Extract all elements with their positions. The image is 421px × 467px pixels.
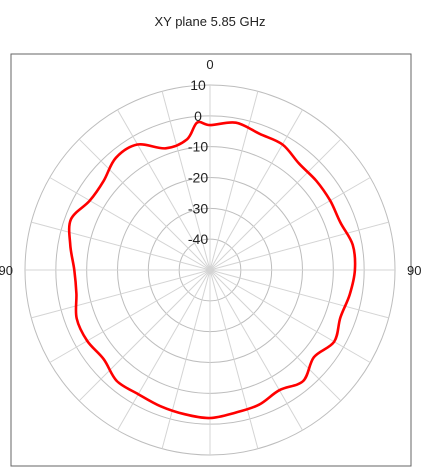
radial-tick-label: -10 [188,139,208,155]
grid-spoke-15 [78,269,211,402]
chart-title: XY plane 5.85 GHz [154,14,265,29]
grid-spoke-11 [209,269,259,449]
polar-spokes [25,85,395,455]
angle-tick-label: 90 [407,263,421,278]
grid-spoke-13 [161,269,211,449]
angle-tick-labels: 090-180-90 [0,57,421,278]
grid-spoke-10 [209,269,303,431]
grid-spoke-9 [209,269,342,402]
grid-spoke-8 [209,269,371,363]
radial-tick-label: 0 [194,108,202,124]
series-line-0 [67,120,357,420]
grid-spoke-14 [117,269,211,431]
grid-spoke-17 [31,269,211,319]
radial-tick-labels: 10 0 -10 -20 -30 -40 [188,77,208,247]
grid-spoke-2 [209,109,303,271]
grid-spoke-4 [209,177,371,271]
radial-tick-label: -30 [188,200,208,216]
angle-tick-label: -90 [0,263,13,278]
chart-frame [10,53,412,467]
grid-spoke-3 [209,138,342,271]
grid-spoke-19 [31,221,211,271]
grid-spoke-22 [117,109,211,271]
radial-tick-label: -20 [188,170,208,186]
grid-spoke-5 [209,221,389,271]
radial-tick-label: 10 [190,77,206,93]
angle-tick-label: 0 [206,57,213,72]
grid-spoke-23 [161,91,211,271]
grid-spoke-20 [49,177,211,271]
grid-spoke-21 [78,138,211,271]
series-layer [67,120,357,420]
radial-tick-label: -40 [188,231,208,247]
grid-spoke-16 [49,269,211,363]
grid-spoke-1 [209,91,259,271]
grid-spoke-7 [209,269,389,319]
